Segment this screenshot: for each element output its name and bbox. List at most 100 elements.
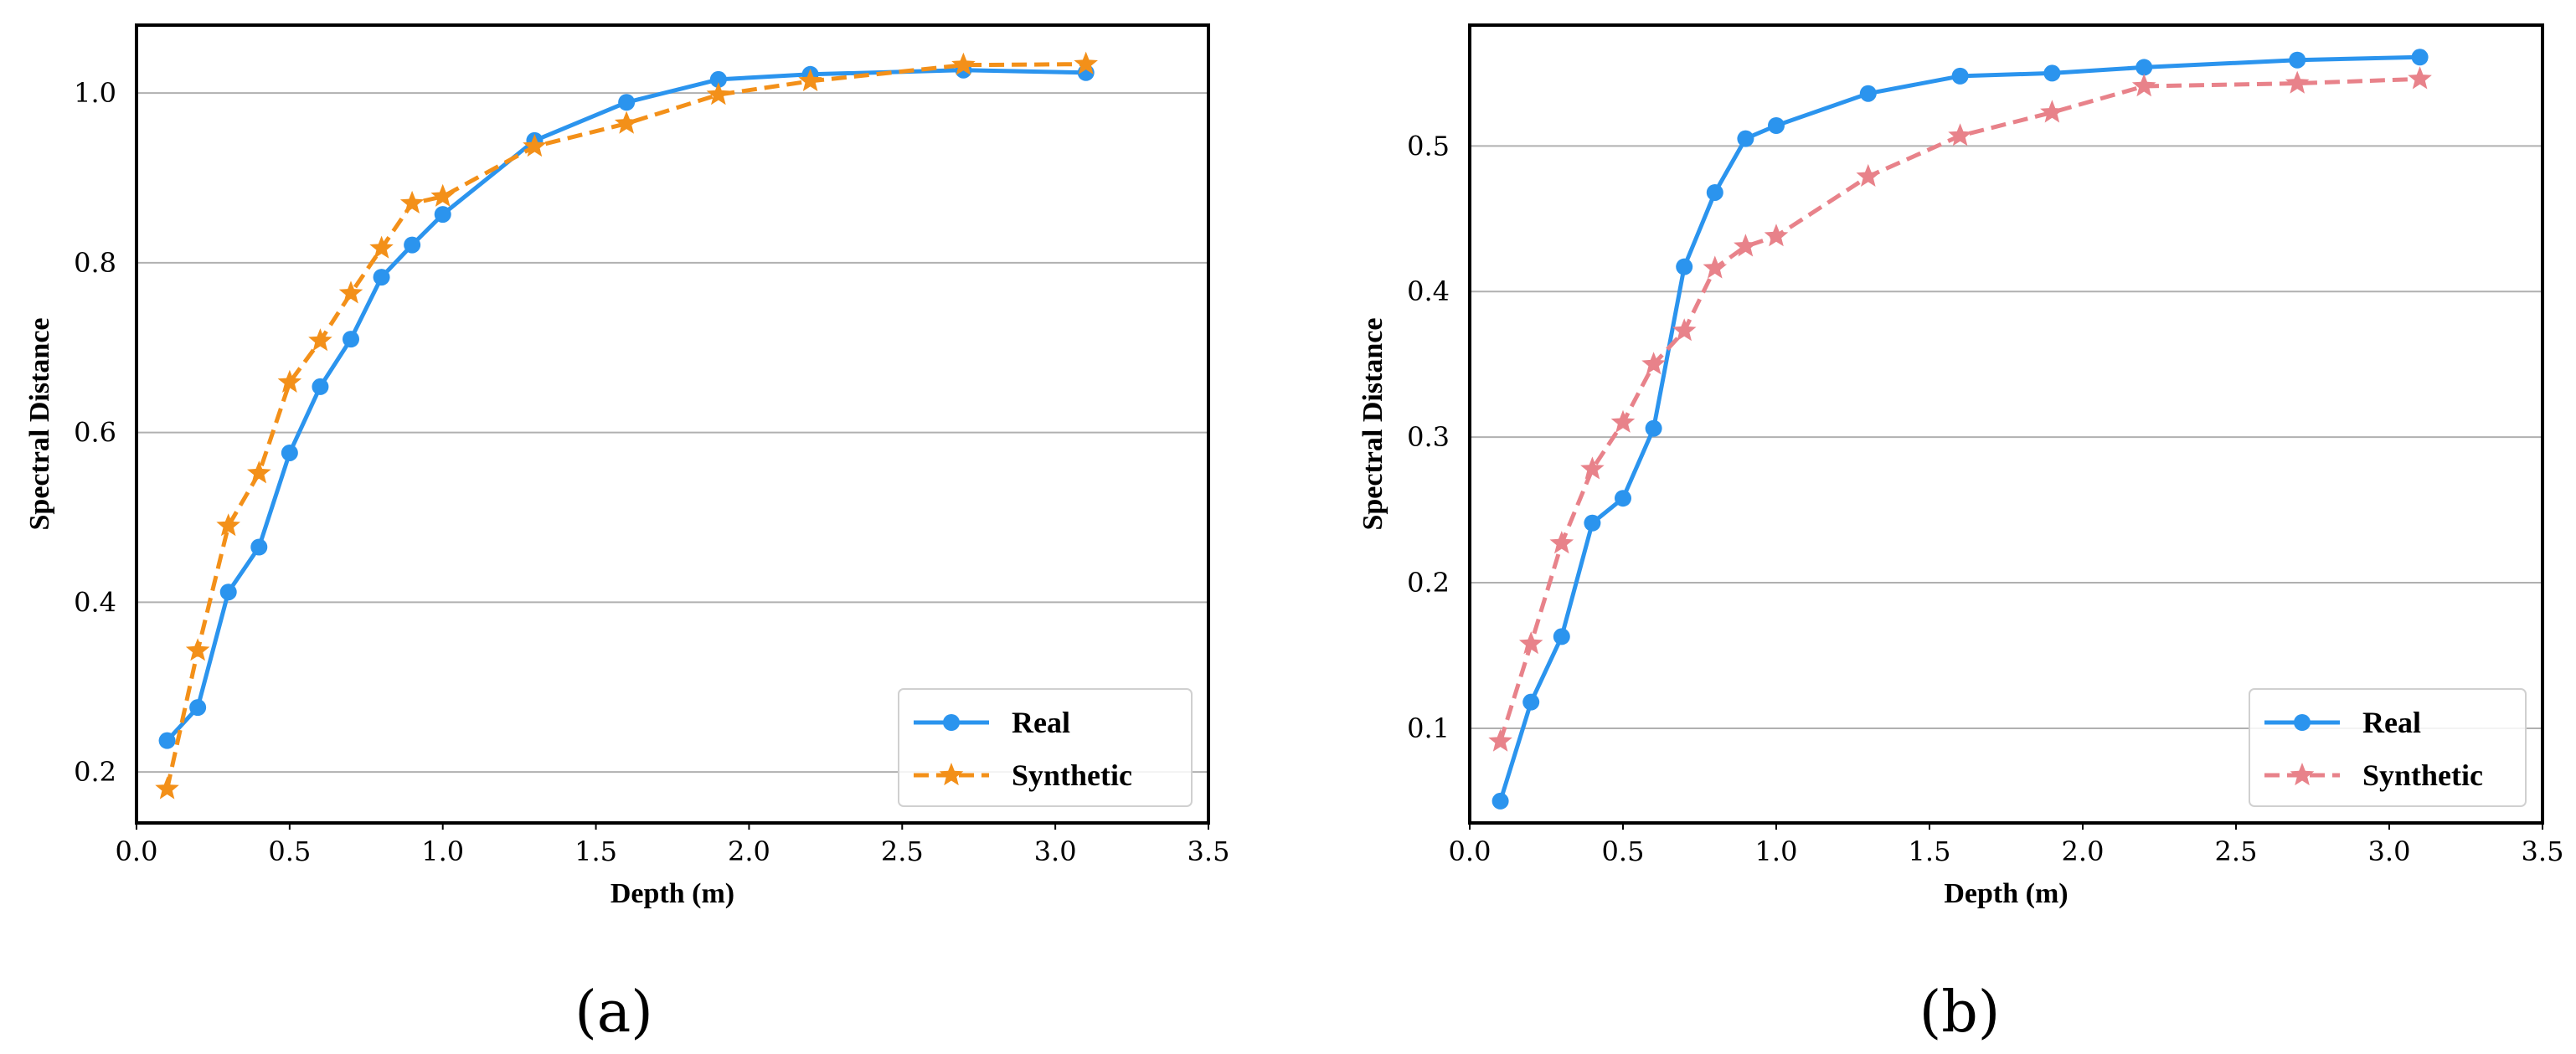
- x-axis-label: Depth (m): [611, 878, 734, 909]
- series-line-real: [165, 68, 1086, 743]
- data-point-real-4: [1615, 490, 1631, 507]
- x-tick-label: 3.5: [2522, 835, 2564, 867]
- x-tick-label: 0.0: [1449, 835, 1492, 867]
- series-line-synthetic: [165, 62, 1086, 789]
- y-tick-label: 0.2: [74, 756, 116, 788]
- data-point-synthetic-13: [798, 68, 822, 91]
- series-line-synthetic: [1498, 76, 2420, 743]
- data-point-synthetic-10: [523, 134, 547, 157]
- data-point-synthetic-3: [1580, 456, 1605, 480]
- legend-marker-real: [2294, 714, 2311, 731]
- x-tick-label: 0.5: [1602, 835, 1645, 867]
- data-point-real-11: [1951, 67, 1969, 85]
- x-axis-label: Depth (m): [1944, 878, 2068, 909]
- axes-frame: [135, 23, 1210, 825]
- y-tick-label: 0.4: [74, 586, 116, 618]
- data-point-real-7: [373, 269, 390, 286]
- legend-label-synthetic: Synthetic: [2362, 758, 2483, 792]
- x-tick-label: 1.5: [1909, 835, 1951, 867]
- y-tick-label: 0.2: [1407, 567, 1450, 599]
- legend-marker-real: [943, 714, 960, 731]
- data-point-real-0: [158, 732, 176, 749]
- data-point-real-11: [618, 94, 636, 111]
- y-tick-label: 0.5: [1407, 130, 1450, 162]
- data-point-synthetic-4: [277, 369, 302, 393]
- data-point-synthetic-3: [247, 460, 271, 484]
- x-tick-label: 2.0: [2062, 835, 2105, 867]
- data-point-real-6: [1676, 258, 1693, 275]
- data-point-synthetic-4: [1610, 409, 1636, 433]
- x-tick-label: 2.0: [728, 835, 770, 867]
- data-point-real-13: [2136, 59, 2153, 76]
- y-tick-label: 0.8: [74, 247, 116, 279]
- y-axis-label: Spectral Distance: [1358, 317, 1388, 530]
- data-point-synthetic-13: [2131, 74, 2156, 97]
- data-point-real-12: [2043, 64, 2061, 82]
- x-tick-label: 0.5: [268, 835, 311, 867]
- axes-frame: [1468, 23, 2544, 825]
- data-point-real-8: [404, 236, 421, 254]
- data-point-real-9: [1768, 116, 1785, 134]
- chart-panel-b: 0.1 0.2 0.3 0.4 0.5 0.0 0.5 1.0 1.5 2.0 2.5 3.0 3.5 D…: [1358, 23, 2564, 1046]
- data-point-real-12: [709, 70, 727, 88]
- panel-label: (b): [1919, 979, 2001, 1046]
- data-point-synthetic-8: [399, 190, 425, 213]
- data-point-real-5: [312, 378, 329, 395]
- legend-marker-synthetic: [2290, 763, 2315, 786]
- data-point-synthetic-0: [155, 776, 179, 799]
- y-tick-label: 0.3: [1407, 421, 1450, 453]
- legend-marker-synthetic: [939, 763, 964, 786]
- data-point-synthetic-6: [1672, 318, 1697, 342]
- data-point-synthetic-2: [216, 513, 240, 537]
- x-tick-label: 2.5: [881, 835, 924, 867]
- chart-panel-a: 0.2 0.4 0.6 0.8 1.0 0.0 0.5 1.0 1.5 2.0 2.5 3.0 3.5 D…: [24, 23, 1230, 1046]
- data-point-synthetic-15: [1074, 51, 1098, 75]
- data-point-synthetic-7: [369, 235, 394, 259]
- data-point-synthetic-14: [951, 52, 976, 75]
- data-point-real-5: [1645, 419, 1662, 437]
- y-axis-label: Spectral Distance: [24, 317, 55, 530]
- data-point-synthetic-12: [706, 82, 731, 105]
- x-tick-label: 2.5: [2215, 835, 2258, 867]
- data-point-real-14: [2289, 51, 2306, 69]
- data-point-synthetic-1: [1518, 631, 1543, 655]
- x-tick-label: 3.0: [1034, 835, 1077, 867]
- data-point-real-7: [1706, 183, 1723, 201]
- x-tick-label: 1.0: [1755, 835, 1798, 867]
- data-point-real-9: [434, 206, 451, 224]
- x-tick-label: 1.0: [421, 835, 464, 867]
- data-point-real-1: [189, 699, 207, 717]
- data-point-synthetic-14: [2285, 70, 2310, 94]
- y-tick-label: 0.1: [1407, 712, 1450, 744]
- data-point-synthetic-2: [1549, 531, 1574, 554]
- data-point-real-3: [250, 538, 268, 556]
- data-point-real-2: [219, 584, 237, 601]
- legend-label-real: Real: [2362, 706, 2421, 739]
- legend: Real Synthetic: [898, 688, 1193, 807]
- data-point-synthetic-5: [1641, 352, 1666, 375]
- data-point-synthetic-7: [1703, 255, 1728, 279]
- data-point-real-0: [1492, 792, 1509, 810]
- data-point-real-15: [2411, 49, 2429, 66]
- data-point-real-3: [1584, 514, 1601, 532]
- legend: Real Synthetic: [2249, 688, 2527, 807]
- y-tick-label: 1.0: [74, 77, 116, 109]
- data-point-real-4: [281, 444, 298, 461]
- x-tick-label: 3.0: [2368, 835, 2411, 867]
- data-point-synthetic-11: [614, 111, 639, 134]
- y-tick-label: 0.6: [74, 417, 116, 449]
- y-tick-label: 0.4: [1407, 275, 1450, 307]
- data-point-real-10: [1859, 85, 1877, 102]
- series-line-real: [1498, 54, 2420, 802]
- data-point-synthetic-9: [1764, 224, 1789, 247]
- data-point-synthetic-11: [1948, 123, 1972, 147]
- data-point-synthetic-0: [1488, 728, 1512, 752]
- data-point-synthetic-15: [2408, 66, 2432, 90]
- data-point-synthetic-1: [185, 638, 210, 661]
- legend-label-real: Real: [1012, 706, 1070, 739]
- x-tick-label: 1.5: [574, 835, 617, 867]
- legend-label-synthetic: Synthetic: [1012, 758, 1132, 792]
- data-point-real-8: [1737, 130, 1754, 147]
- x-tick-label: 3.5: [1188, 835, 1230, 867]
